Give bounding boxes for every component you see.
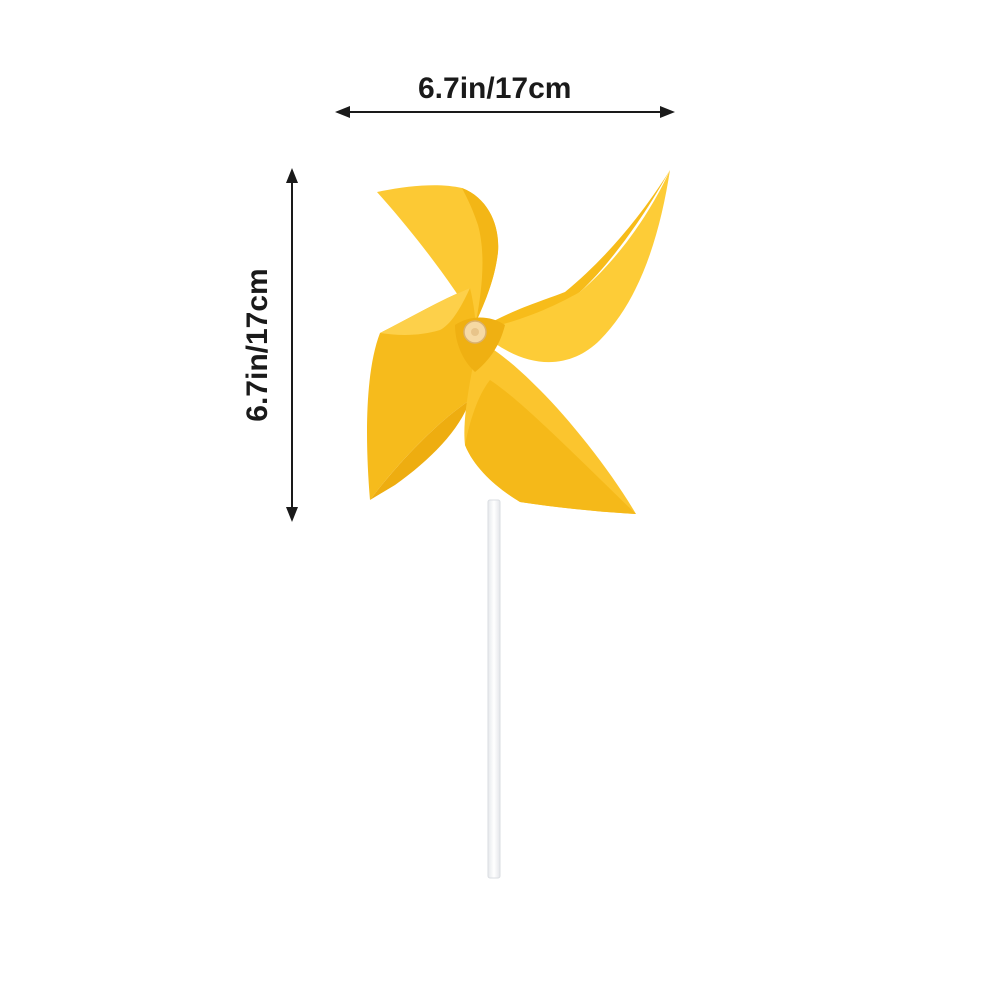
height-dimension-arrow (286, 168, 298, 522)
height-dimension-label: 6.7in/17cm (241, 268, 274, 422)
pinwheel-stick (487, 499, 501, 879)
pinwheel-pin (463, 320, 487, 344)
width-dimension-label: 6.7in/17cm (418, 72, 572, 105)
pinwheel-blades (367, 170, 670, 514)
blade-left (367, 288, 477, 500)
width-dimension-arrow (335, 106, 675, 118)
blade-top (377, 185, 499, 322)
